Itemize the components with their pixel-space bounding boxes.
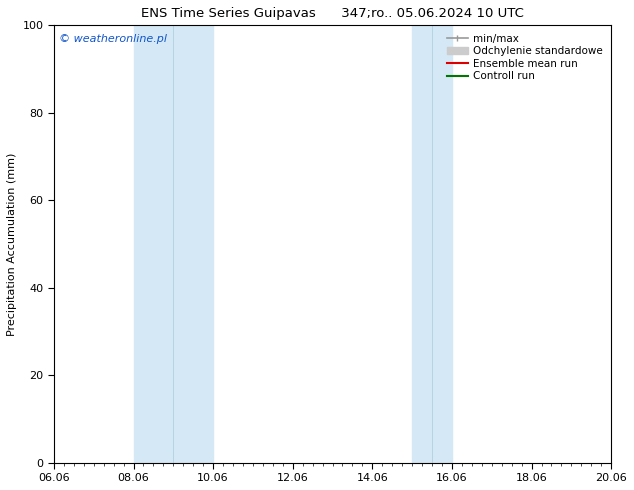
Bar bbox=[173, 25, 213, 463]
Legend: min/max, Odchylenie standardowe, Ensemble mean run, Controll run: min/max, Odchylenie standardowe, Ensembl… bbox=[444, 30, 606, 85]
Text: © weatheronline.pl: © weatheronline.pl bbox=[60, 34, 167, 44]
Bar bbox=[134, 25, 173, 463]
Y-axis label: Precipitation Accumulation (mm): Precipitation Accumulation (mm) bbox=[7, 152, 17, 336]
Bar bbox=[432, 25, 452, 463]
Title: ENS Time Series Guipavas      347;ro.. 05.06.2024 10 UTC: ENS Time Series Guipavas 347;ro.. 05.06.… bbox=[141, 7, 524, 20]
Bar bbox=[412, 25, 432, 463]
